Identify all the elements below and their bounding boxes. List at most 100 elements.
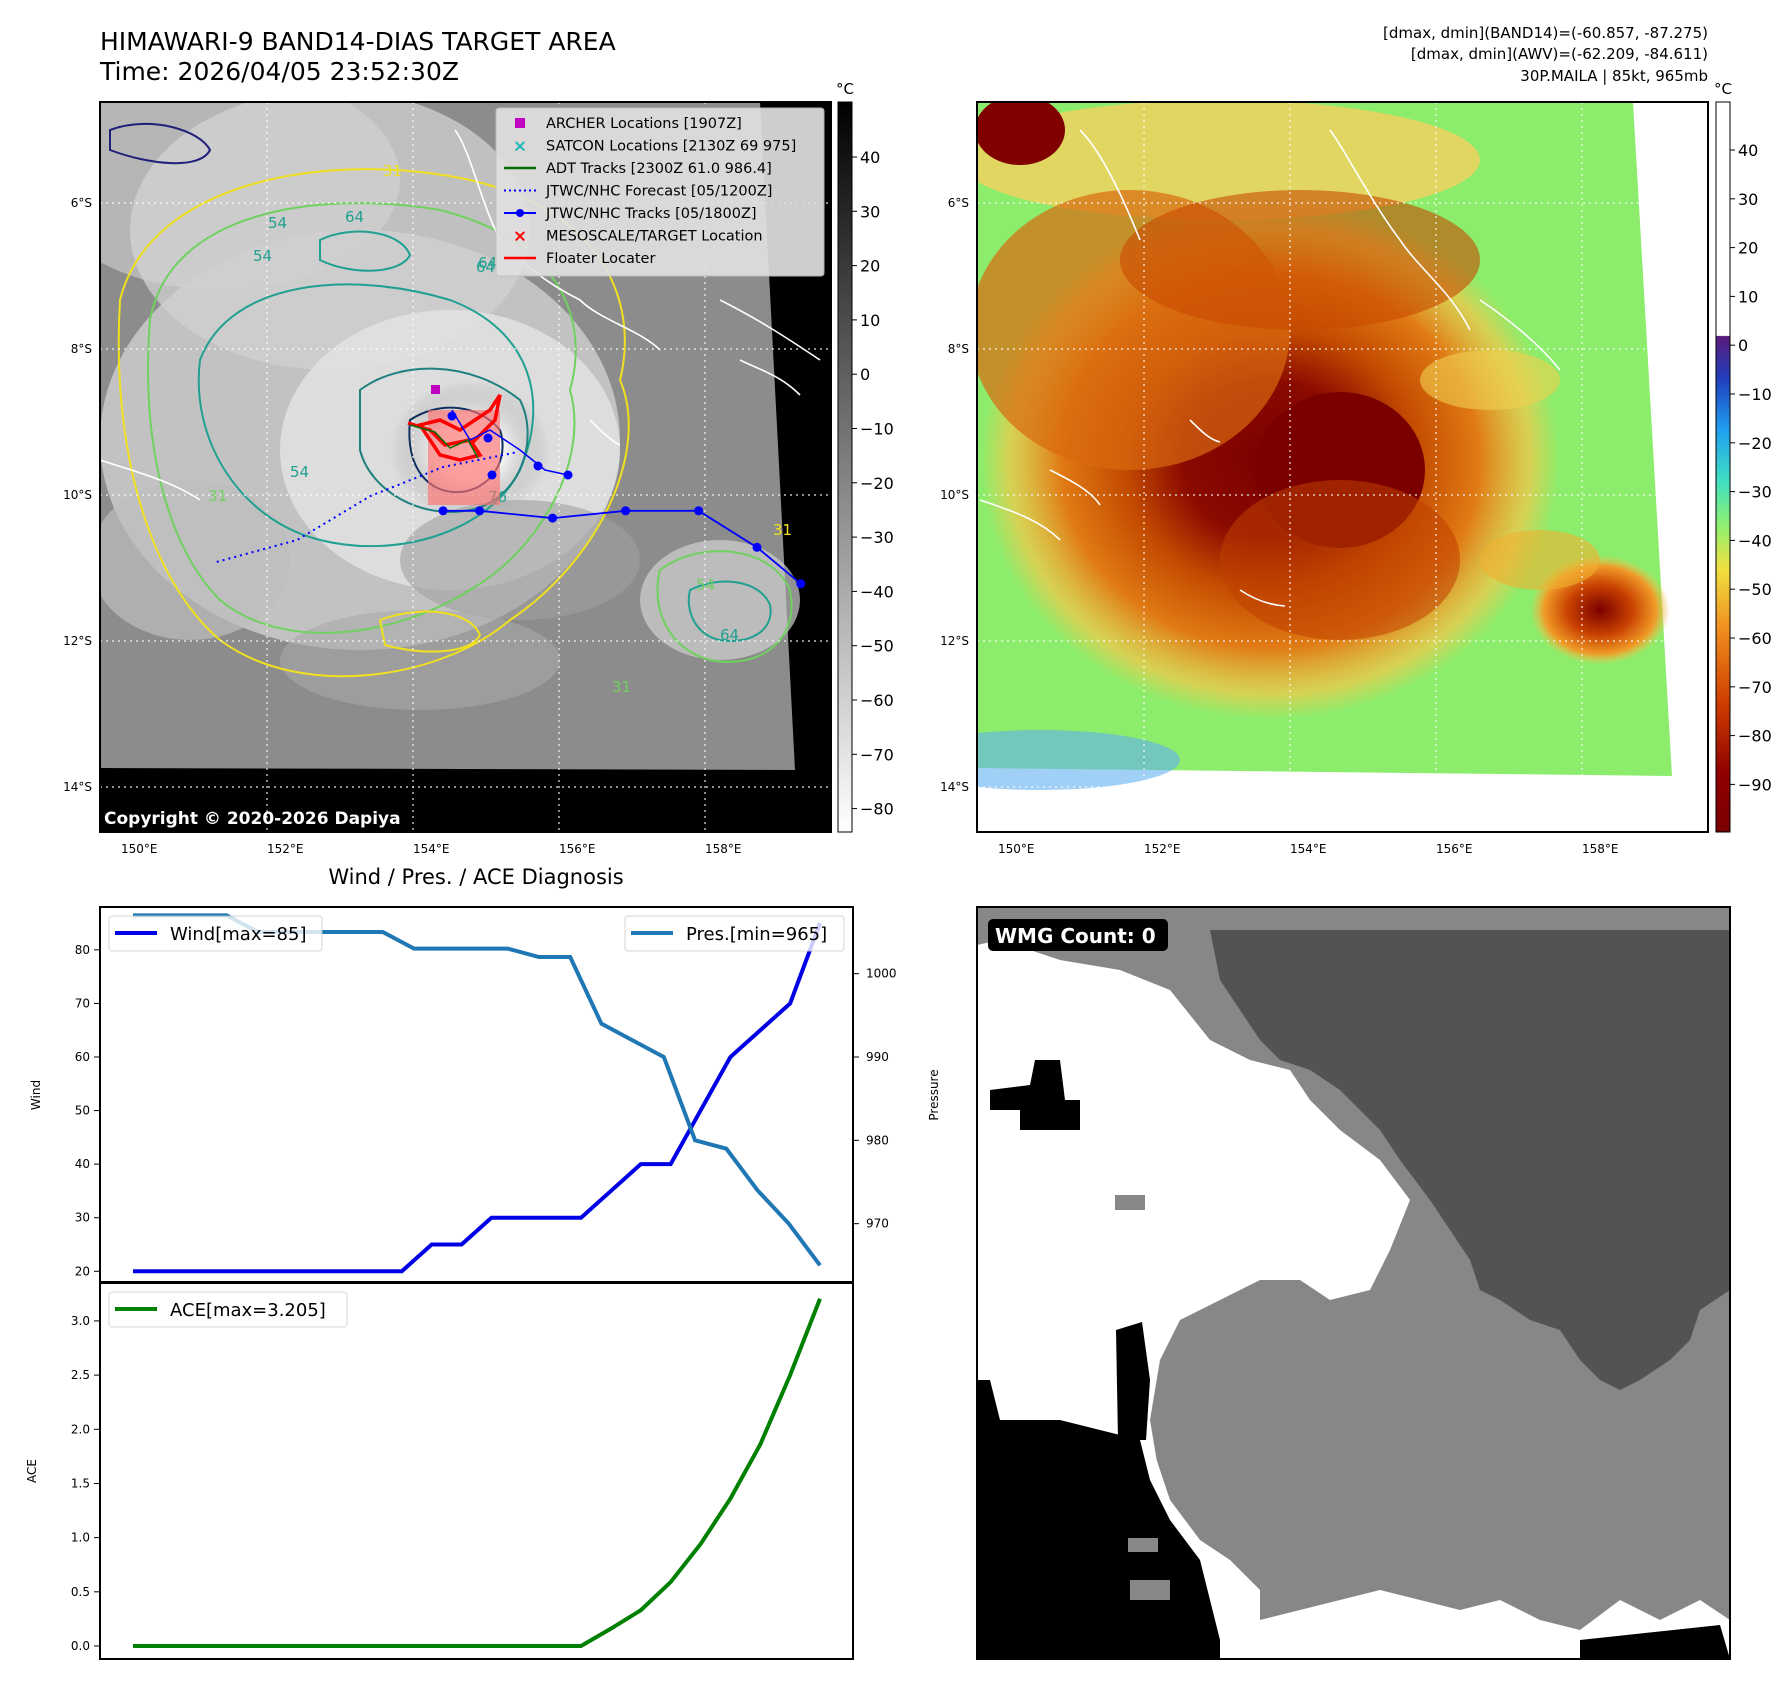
ir-map: 31546454647631543164315464 Copyright © 2… (63, 80, 894, 856)
lat-tick-label: 10°S (940, 488, 969, 502)
pressure-axis-label: Pressure (927, 1069, 941, 1120)
awv-colorbar-tick-label: −70 (1738, 678, 1772, 697)
lon-tick-label: 154°E (1290, 842, 1327, 856)
ir-colorbar-tick-label: 10 (860, 311, 880, 330)
info-storm-summary: 30P.MAILA | 85kt, 965mb (1520, 67, 1708, 85)
jtwc-track-point (752, 542, 762, 552)
lat-tick-label: 6°S (71, 196, 92, 210)
ace-tick-label: 1.5 (71, 1476, 90, 1490)
wmg-panel: WMG Count: 0 (976, 906, 1731, 1660)
info-band14-range: [dmax, dmin](BAND14)=(-60.857, -87.275) (1383, 24, 1708, 42)
lat-tick-label: 6°S (948, 196, 969, 210)
ace-plot-frame (99, 1282, 854, 1660)
legend-label: ARCHER Locations [1907Z] (546, 116, 742, 132)
jtwc-track-point (475, 506, 485, 516)
ir-legend: ARCHER Locations [1907Z] × SATCON Location… (495, 107, 825, 277)
ir-colorbar-tick-label: 20 (860, 257, 880, 276)
ace-legend-label: ACE[max=3.205] (170, 1300, 326, 1321)
floater-locater-track (407, 394, 502, 462)
lon-tick-label: 158°E (705, 842, 742, 856)
wind-plot-frame (99, 906, 854, 1283)
legend-label: Floater Locater (546, 251, 655, 267)
awv-colorbar-tick-label: −90 (1738, 775, 1772, 794)
wmg-count-badge (988, 919, 1168, 951)
lon-tick-label: 156°E (559, 842, 596, 856)
ace-tick-label: 3.0 (71, 1314, 90, 1328)
pressure-tick-label: 970 (866, 1217, 889, 1231)
awv-colorbar-tick-label: −40 (1738, 531, 1772, 550)
wind-legend-label: Wind[max=85] (170, 924, 307, 945)
wind-tick-label: 40 (75, 1157, 90, 1171)
legend-label: MESOSCALE/TARGET Location (546, 229, 763, 245)
ace-axis-label: ACE (25, 1459, 39, 1483)
awv-colorbar-tick-label: 10 (1738, 287, 1758, 306)
contour-label: 54 (290, 463, 309, 481)
ir-colorbar-tick-label: −20 (860, 474, 894, 493)
jtwc-track-point (548, 513, 558, 523)
lat-tick-label: 12°S (940, 634, 969, 648)
jtwc-track-point (796, 579, 806, 589)
ir-colorbar-tick-label: 40 (860, 148, 880, 167)
diagnosis-panel: Wind / Pres. / ACE Diagnosis 20 30 40 50 60 7… (25, 865, 941, 1660)
legend-label: ADT Tracks [2300Z 61.0 986.4] (546, 161, 772, 177)
ir-colorbar-tick-label: −60 (860, 691, 894, 710)
lat-tick-label: 14°S (63, 780, 92, 794)
ir-colorbar-tick-label: 30 (860, 202, 880, 221)
awv-colorbar: °C 40 30 20 10 0 −10 −20 −30 −40 −50 −60 −70 −80 −90 (1714, 80, 1772, 833)
diagnosis-title: Wind / Pres. / ACE Diagnosis (328, 865, 623, 889)
ir-colorbar-tick-label: −30 (860, 528, 894, 547)
contour-label: 31 (383, 162, 402, 180)
lon-tick-label: 150°E (121, 842, 158, 856)
legend-marker: × (513, 137, 527, 157)
lon-tick-label: 152°E (1144, 842, 1181, 856)
contour-label: 64 (720, 626, 739, 644)
legend-label: SATCON Locations [2130Z 69 975] (546, 139, 796, 155)
lat-tick-label: 14°S (940, 780, 969, 794)
lat-tick-label: 10°S (63, 488, 92, 502)
wmg-region-black-small (990, 1060, 1080, 1130)
ir-colorbar-tick-label: −70 (860, 745, 894, 764)
contour-label: 54 (253, 247, 272, 265)
wind-tick-label: 30 (75, 1211, 90, 1225)
ace-tick-label: 0.0 (71, 1639, 90, 1653)
figure-time: Time: 2026/04/05 23:52:30Z (99, 57, 459, 86)
adt-track (409, 424, 479, 459)
awv-colorbar-tick-label: 30 (1738, 190, 1758, 209)
ir-colorbar: °C 40 30 20 10 0 −10 −20 −30 −40 −50 −60 −70 −80 (836, 80, 894, 833)
awv-colorbar-tick-label: 0 (1738, 336, 1748, 355)
ace-tick-label: 2.5 (71, 1368, 90, 1382)
legend-label: JTWC/NHC Forecast [05/1200Z] (545, 184, 772, 200)
awv-colorbar-tick-label: 20 (1738, 239, 1758, 258)
wind-tick-label: 80 (75, 943, 90, 957)
jtwc-track-point (438, 506, 448, 516)
pressure-tick-label: 990 (866, 1050, 889, 1064)
figure-title: HIMAWARI-9 BAND14-DIAS TARGET AREA (100, 27, 616, 56)
ir-colorbar-tick-label: 0 (860, 365, 870, 384)
wind-series-line (133, 922, 822, 1274)
copyright-text: Copyright © 2020-2026 Dapiya (104, 809, 401, 829)
wind-tick-label: 50 (75, 1104, 90, 1118)
lat-tick-label: 8°S (71, 342, 92, 356)
legend-label: JTWC/NHC Tracks [05/1800Z] (545, 206, 757, 222)
ir-colorbar-tick-label: −40 (860, 582, 894, 601)
contour-label: 54 (268, 214, 287, 232)
ace-tick-label: 1.0 (71, 1531, 90, 1545)
awv-colorbar-tick-label: −30 (1738, 483, 1772, 502)
jtwc-track-point (694, 506, 704, 516)
ir-colorbar-tick-label: −10 (860, 420, 894, 439)
ir-colorbar-tick-label: −80 (860, 800, 894, 819)
awv-colorbar-tick-label: −10 (1738, 385, 1772, 404)
pressure-tick-label: 1000 (866, 967, 897, 981)
wind-tick-label: 60 (75, 1050, 90, 1064)
jtwc-recent-track (451, 409, 569, 476)
legend-marker (515, 118, 525, 128)
contour-label: 64 (345, 208, 364, 226)
wind-axis-label: Wind (29, 1080, 43, 1110)
pressure-tick-label: 980 (866, 1133, 889, 1147)
wmg-count-label: WMG Count: 0 (995, 924, 1156, 948)
awv-map: °C 403020100−10−20−30−40−50−60−70−80−90 … (940, 80, 1772, 856)
wind-tick-label: 20 (75, 1264, 90, 1278)
lon-tick-label: 152°E (267, 842, 304, 856)
contour-label: 54 (696, 576, 715, 594)
